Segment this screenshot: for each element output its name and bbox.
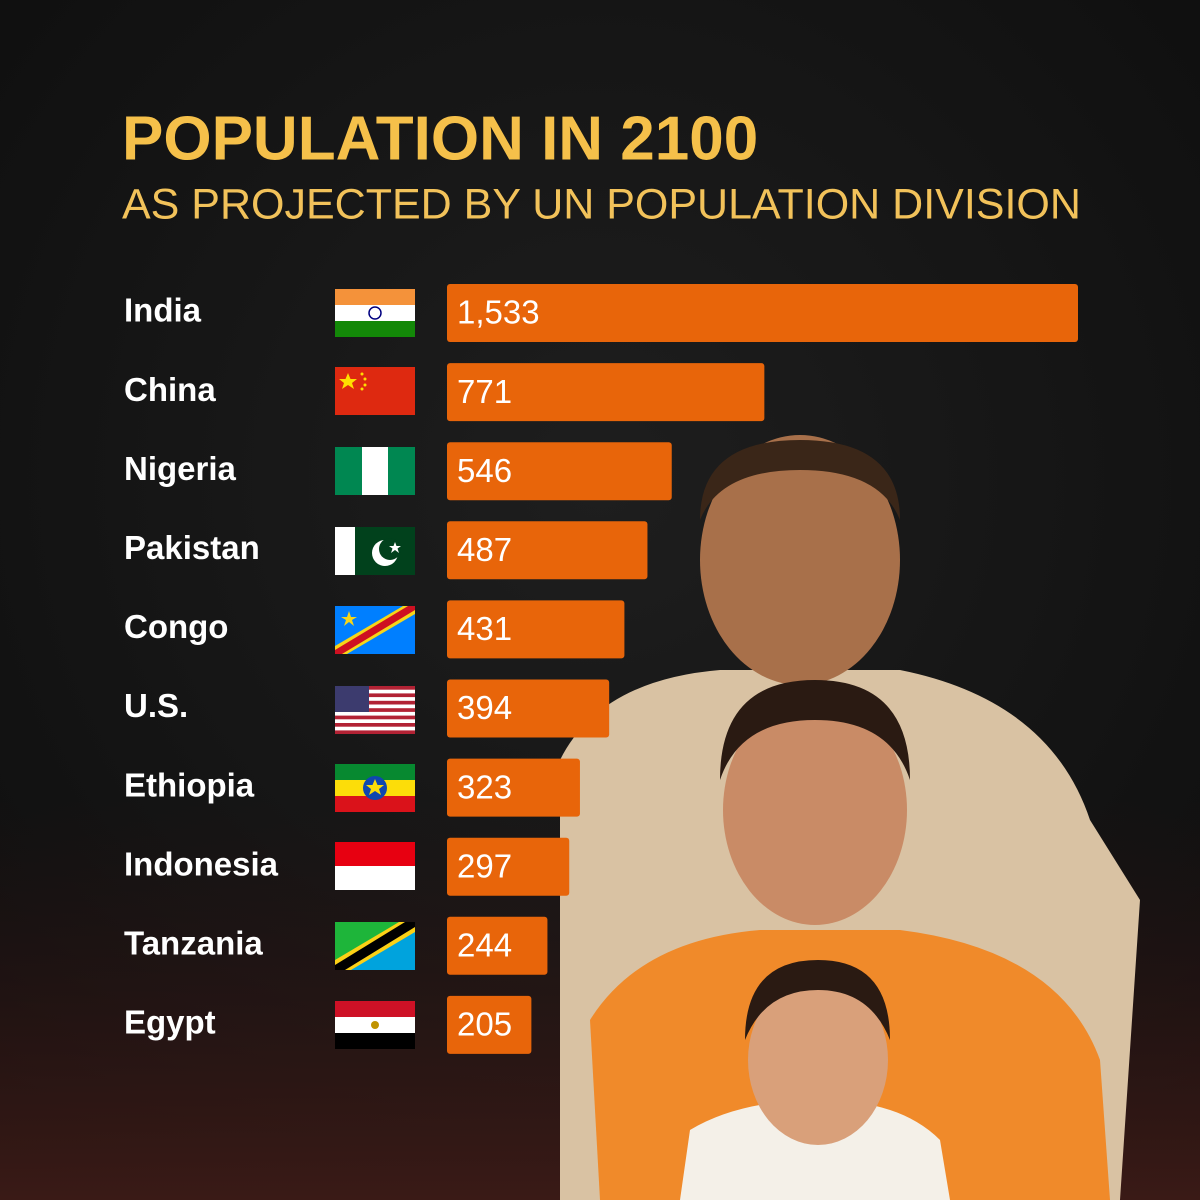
category-label: Tanzania — [124, 925, 263, 962]
value-label: 546 — [457, 452, 512, 489]
flag-congo — [335, 606, 415, 654]
flag-us — [335, 686, 415, 734]
value-label: 205 — [457, 1006, 512, 1043]
flag-indonesia — [335, 842, 415, 890]
bar — [447, 758, 580, 817]
flag-egypt — [335, 1001, 415, 1049]
category-label: India — [124, 292, 202, 329]
bar — [447, 995, 532, 1054]
category-label: Egypt — [124, 1004, 216, 1041]
flag-china — [335, 367, 415, 415]
chart-subtitle: AS PROJECTED BY UN POPULATION DIVISION — [122, 180, 1081, 228]
category-label: Ethiopia — [124, 766, 255, 803]
bar — [447, 442, 672, 501]
flag-tanzania — [335, 922, 415, 970]
value-label: 771 — [457, 373, 512, 410]
flag-india — [335, 289, 415, 337]
value-label: 244 — [457, 927, 512, 964]
bar — [447, 679, 610, 738]
flag-ethiopia — [335, 764, 415, 812]
bar — [447, 600, 625, 659]
category-label: Nigeria — [124, 450, 237, 487]
category-label: U.S. — [124, 687, 188, 724]
category-label: China — [124, 371, 216, 408]
category-label: Congo — [124, 608, 228, 645]
bar — [447, 916, 548, 975]
category-label: Indonesia — [124, 845, 279, 882]
bar — [447, 284, 1078, 342]
photo — [560, 435, 1140, 1200]
bar — [447, 837, 570, 896]
bar — [447, 363, 765, 422]
value-label: 431 — [457, 610, 512, 647]
value-label: 1,533 — [457, 294, 540, 331]
value-label: 487 — [457, 531, 512, 568]
value-label: 394 — [457, 689, 512, 726]
value-label: 297 — [457, 847, 512, 884]
category-label: Pakistan — [124, 529, 260, 566]
bar — [447, 521, 648, 580]
chart-title: POPULATION IN 2100 — [122, 104, 758, 173]
value-label: 323 — [457, 768, 512, 805]
flag-pakistan — [335, 527, 415, 575]
flag-nigeria — [335, 447, 415, 495]
